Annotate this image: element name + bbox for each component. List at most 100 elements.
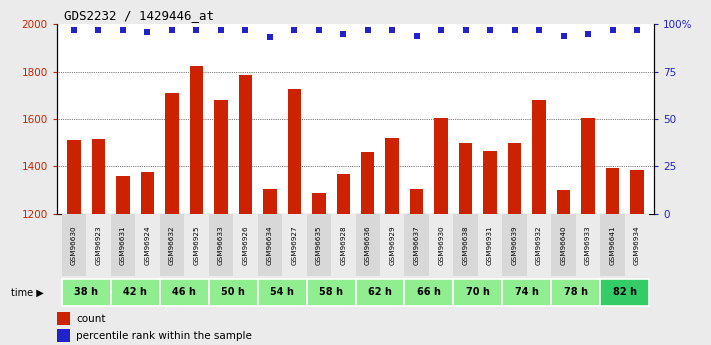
Text: GSM96641: GSM96641 (609, 225, 616, 265)
Bar (116, 176, 129, 214)
Bar (336, 174, 350, 214)
Text: 58 h: 58 h (319, 287, 343, 297)
Bar (478, 214, 503, 276)
Point (68, 27, 80, 32)
Text: GSM96927: GSM96927 (292, 225, 297, 265)
Bar (454, 279, 503, 306)
Point (460, 27, 471, 32)
Text: 46 h: 46 h (172, 287, 196, 297)
Bar (62, 214, 86, 276)
Bar (135, 214, 160, 276)
Point (435, 27, 447, 32)
Bar (429, 214, 454, 276)
Bar (551, 279, 600, 306)
Point (606, 27, 618, 32)
Bar (625, 214, 649, 276)
Text: percentile rank within the sample: percentile rank within the sample (76, 331, 252, 341)
Text: GSM96630: GSM96630 (71, 225, 77, 265)
Text: 82 h: 82 h (613, 287, 637, 297)
Text: GSM96929: GSM96929 (389, 225, 395, 265)
Point (240, 27, 251, 32)
Bar (576, 214, 600, 276)
Text: GSM96926: GSM96926 (242, 225, 248, 265)
Bar (503, 214, 527, 276)
Bar (533, 100, 546, 214)
Bar (405, 279, 454, 306)
Bar (184, 214, 208, 276)
Text: GSM96637: GSM96637 (414, 225, 419, 265)
Bar (306, 214, 331, 276)
Bar (263, 189, 277, 214)
Text: GSM96923: GSM96923 (95, 225, 102, 265)
Bar (92, 139, 105, 214)
Bar (600, 214, 625, 276)
Point (387, 27, 398, 32)
Bar (233, 214, 257, 276)
Text: GSM96931: GSM96931 (487, 225, 493, 265)
Bar (208, 279, 257, 306)
Bar (380, 214, 405, 276)
Bar (503, 279, 551, 306)
Text: GSM96925: GSM96925 (193, 225, 199, 265)
Point (313, 27, 324, 32)
Point (117, 27, 129, 32)
Bar (257, 214, 282, 276)
Text: 74 h: 74 h (515, 287, 539, 297)
Text: GSM96640: GSM96640 (560, 225, 567, 265)
Bar (385, 138, 399, 214)
Bar (62, 279, 111, 306)
Text: time ▶: time ▶ (11, 287, 43, 297)
Bar (160, 279, 208, 306)
Bar (459, 143, 472, 214)
Point (191, 27, 202, 32)
Bar (410, 189, 424, 214)
Bar (282, 214, 306, 276)
Point (338, 31, 349, 36)
Text: GSM96633: GSM96633 (218, 225, 224, 265)
Text: 54 h: 54 h (270, 287, 294, 297)
Point (289, 27, 300, 32)
Text: GSM96932: GSM96932 (536, 225, 542, 265)
Bar (483, 151, 497, 214)
Text: 50 h: 50 h (221, 287, 245, 297)
Point (484, 27, 496, 32)
Bar (57, 313, 70, 325)
Text: GSM96930: GSM96930 (438, 225, 444, 265)
Text: 78 h: 78 h (564, 287, 588, 297)
Point (141, 29, 153, 34)
Bar (405, 214, 429, 276)
Text: GSM96636: GSM96636 (365, 225, 370, 265)
Bar (239, 75, 252, 214)
Point (93, 27, 105, 32)
Bar (141, 172, 154, 214)
Bar (606, 168, 619, 214)
Point (215, 27, 227, 32)
Text: 66 h: 66 h (417, 287, 441, 297)
Bar (454, 214, 478, 276)
Text: 42 h: 42 h (123, 287, 147, 297)
Bar (306, 279, 356, 306)
Bar (434, 118, 448, 214)
Bar (356, 214, 380, 276)
Text: GSM96639: GSM96639 (512, 225, 518, 265)
Bar (257, 279, 306, 306)
Point (166, 27, 178, 32)
Bar (582, 118, 595, 214)
Bar (600, 279, 649, 306)
Point (411, 33, 422, 38)
Bar (190, 66, 203, 214)
Bar (214, 100, 228, 214)
Text: GSM96631: GSM96631 (120, 225, 126, 265)
Text: GSM96634: GSM96634 (267, 225, 273, 265)
Point (362, 27, 373, 32)
Text: 38 h: 38 h (74, 287, 98, 297)
Text: GSM96632: GSM96632 (169, 225, 175, 265)
Bar (165, 93, 178, 214)
Text: GSM96928: GSM96928 (341, 225, 346, 265)
Bar (208, 214, 233, 276)
Bar (508, 143, 521, 214)
Text: 70 h: 70 h (466, 287, 490, 297)
Bar (68, 140, 81, 214)
Point (509, 27, 520, 32)
Text: GSM96638: GSM96638 (463, 225, 469, 265)
